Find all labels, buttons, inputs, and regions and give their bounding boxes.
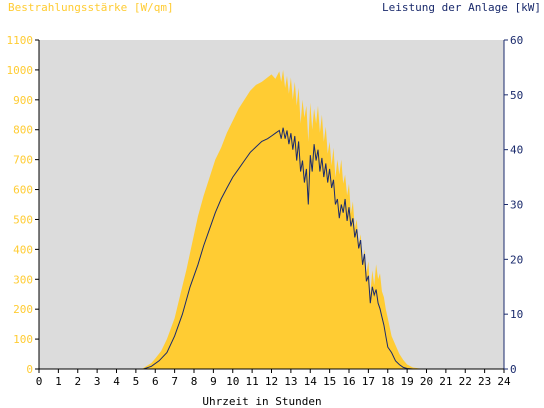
- x-tick-label: 1: [55, 375, 62, 388]
- irradiance-area: [39, 69, 504, 370]
- x-tick-label: 16: [342, 375, 355, 388]
- x-tick-label: 18: [381, 375, 394, 388]
- left-tick-label: 900: [13, 94, 33, 107]
- x-tick-label: 20: [420, 375, 433, 388]
- right-tick-label: 10: [510, 308, 523, 321]
- x-tick-label: 2: [74, 375, 81, 388]
- left-tick-label: 500: [13, 213, 33, 226]
- x-tick-label: 21: [439, 375, 452, 388]
- x-tick-label: 22: [459, 375, 472, 388]
- right-tick-label: 50: [510, 89, 523, 102]
- right-tick-label: 60: [510, 34, 523, 47]
- right-axis-title: Leistung der Anlage [kW]: [382, 1, 541, 14]
- x-tick-label: 9: [210, 375, 217, 388]
- x-tick-label: 0: [36, 375, 43, 388]
- x-tick-label: 23: [478, 375, 491, 388]
- power-line-layer: [39, 127, 504, 370]
- x-tick-label: 7: [171, 375, 178, 388]
- left-tick-label: 1000: [7, 64, 34, 77]
- x-tick-label: 12: [265, 375, 278, 388]
- left-axis-title: Bestrahlungsstärke [W/qm]: [8, 1, 174, 14]
- right-tick-label: 40: [510, 144, 523, 157]
- left-tick-label: 400: [13, 243, 33, 256]
- left-tick-label: 200: [13, 303, 33, 316]
- x-tick-label: 14: [304, 375, 318, 388]
- x-tick-label: 17: [362, 375, 375, 388]
- x-axis-label: Uhrzeit in Stunden: [202, 395, 321, 408]
- x-tick-label: 5: [133, 375, 140, 388]
- right-tick-label: 30: [510, 199, 523, 212]
- x-tick-label: 11: [246, 375, 259, 388]
- left-tick-label: 100: [13, 333, 33, 346]
- x-tick-label: 8: [191, 375, 198, 388]
- right-tick-label: 0: [510, 363, 517, 376]
- x-tick-label: 24: [497, 375, 511, 388]
- x-tick-label: 10: [226, 375, 239, 388]
- left-tick-label: 700: [13, 154, 33, 167]
- irradiance-area-layer: [39, 69, 504, 370]
- x-tick-label: 3: [94, 375, 101, 388]
- x-tick-label: 6: [152, 375, 159, 388]
- right-tick-label: 20: [510, 253, 523, 266]
- left-tick-label: 600: [13, 184, 33, 197]
- power-line: [39, 127, 504, 370]
- x-tick-label: 19: [401, 375, 414, 388]
- left-tick-label: 300: [13, 273, 33, 286]
- left-tick-label: 0: [26, 363, 33, 376]
- x-tick-label: 4: [113, 375, 120, 388]
- left-tick-label: 800: [13, 124, 33, 137]
- axes-layer: 0 1 2 3 4 5 6 7 8 9 10 11 12 13 14 15 16 17 18 19 20 21 22 23 24…: [7, 34, 524, 388]
- x-tick-label: 15: [323, 375, 336, 388]
- x-tick-label: 13: [284, 375, 297, 388]
- left-tick-label: 1100: [7, 34, 34, 47]
